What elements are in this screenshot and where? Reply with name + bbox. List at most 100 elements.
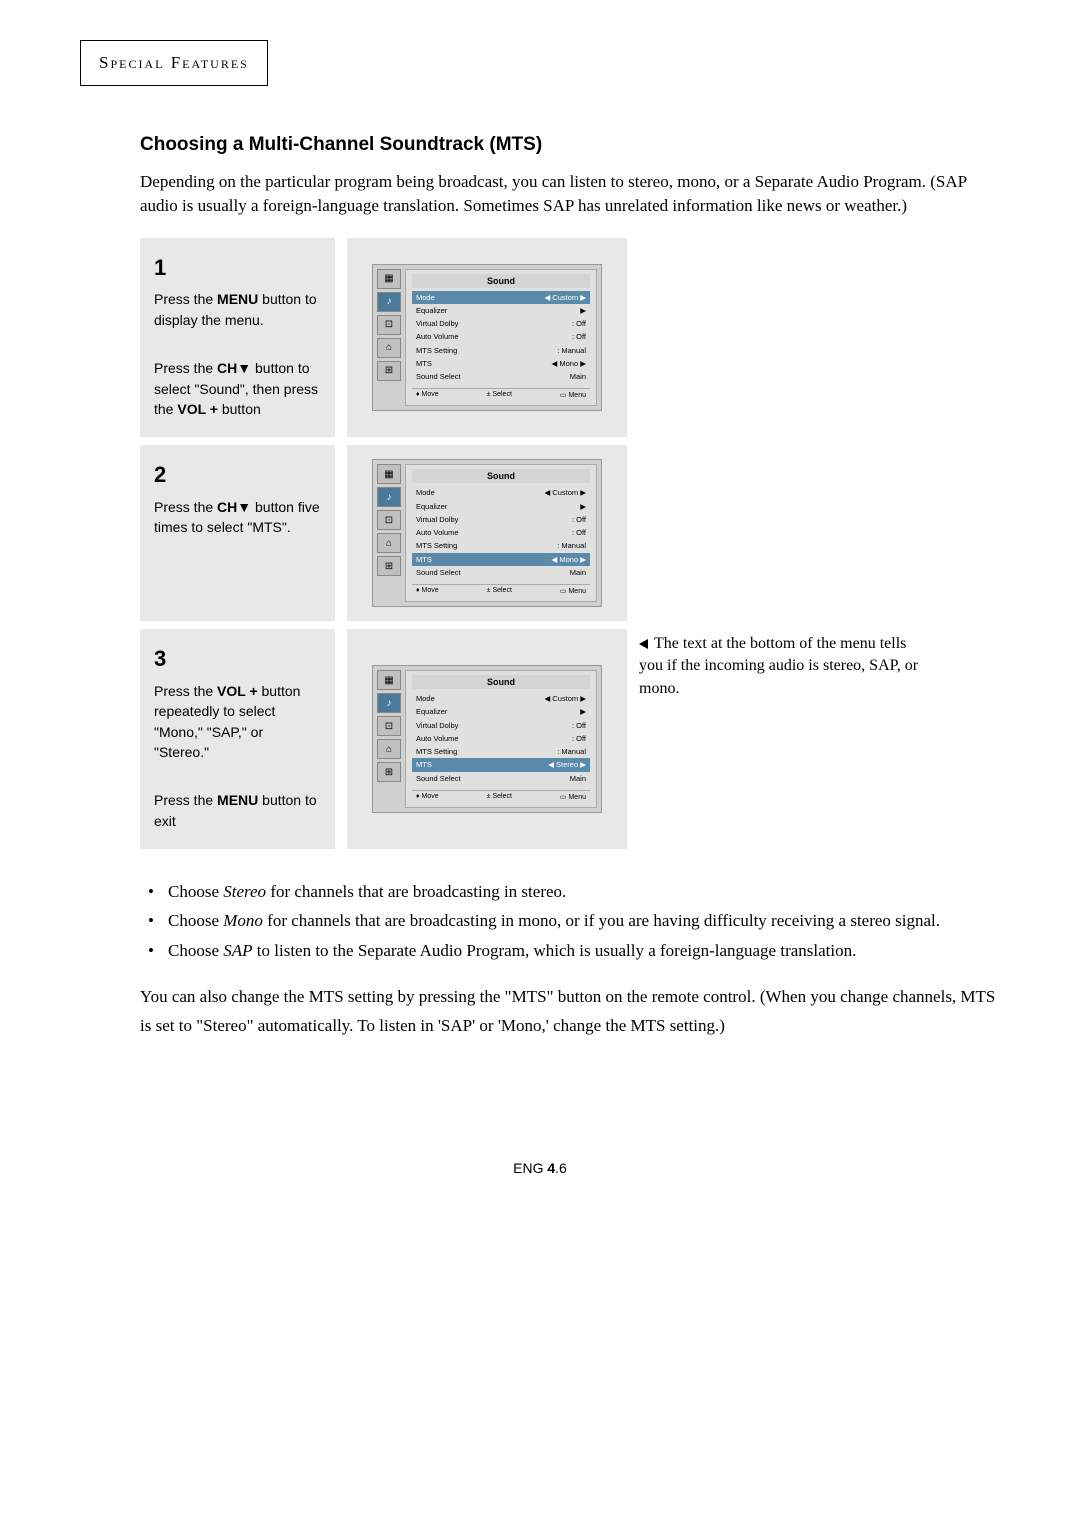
step-line: Press the CH▼ button five times to selec… [154,497,321,538]
osd-item-value: ◀ Mono ▶ [552,358,586,369]
step-screen: ▦ ♪ ⊡ ⌂ ⊞ Sound Mode ◀ Custom ▶ Equalizer ▶ Virtua… [347,629,627,849]
osd-item-value: : Off [572,527,586,538]
step-instruction: 1 Press the MENU button to display the me… [140,238,335,438]
osd-item-label: Mode [416,693,435,704]
osd-footer-item: ▭ Menu [560,391,586,399]
osd-item-label: Mode [416,487,435,498]
osd-item: Mode ◀ Custom ▶ [412,486,590,499]
osd-sidebar-icon: ⊡ [377,510,401,530]
step-line: Press the MENU button to exit [154,790,321,831]
osd-item: Virtual Dolby : Off [412,513,590,526]
osd-sidebar-icon: ⊞ [377,556,401,576]
osd-item-value: : Off [572,733,586,744]
step-row: 2 Press the CH▼ button five times to sele… [140,445,1000,621]
osd-sidebar: ▦♪⊡⌂⊞ [377,269,401,407]
osd-sidebar-icon: ⊡ [377,716,401,736]
page-footer: ENG 4.6 [80,1160,1000,1176]
osd-item-label: MTS [416,759,432,770]
osd-footer-item: ♦ Move [416,793,439,801]
osd-item-label: Equalizer [416,501,447,512]
osd-item-value: ◀ Custom ▶ [544,487,586,498]
step-line [154,766,321,786]
osd-item: Sound SelectMain [412,566,590,579]
osd-item-value: : Off [572,318,586,329]
osd-item-value: : Manual [557,540,586,551]
osd-sidebar-icon: ♪ [377,292,401,312]
osd-item: MTS◀ Mono ▶ [412,553,590,566]
osd-sidebar-icon: ⌂ [377,338,401,358]
osd-item-label: Virtual Dolby [416,318,458,329]
osd-sidebar-icon: ♪ [377,693,401,713]
osd-item-label: Auto Volume [416,527,459,538]
osd-menu: ▦ ♪ ⊡ ⌂ ⊞ Sound Mode ◀ Custom ▶ Equalizer ▶ Virtua… [372,665,602,813]
osd-item-label: Equalizer [416,706,447,717]
step-instruction: 3Press the VOL + button repeatedly to se… [140,629,335,849]
osd-main: Sound Mode ◀ Custom ▶ Equalizer ▶ Virtual Dol… [405,269,597,407]
osd-item-label: MTS Setting [416,746,457,757]
osd-item-label: Virtual Dolby [416,514,458,525]
side-note: The text at the bottom of the menu tells… [639,629,919,849]
osd-item-label: MTS [416,554,432,565]
osd-item: Virtual Dolby : Off [412,719,590,732]
bullet-item: Choose Mono for channels that are broadc… [140,908,1000,934]
osd-sidebar-icon: ⌂ [377,533,401,553]
osd-item-value: : Off [572,514,586,525]
osd-sidebar-icon: ▦ [377,464,401,484]
osd-main: SoundMode◀ Custom ▶Equalizer▶Virtual Dol… [405,464,597,602]
osd-item-value: Main [570,371,586,382]
osd-item: Auto Volume : Off [412,330,590,343]
osd-item-value: ▶ [580,501,586,512]
osd-item-label: MTS [416,358,432,369]
osd-footer-item: ♦ Move [416,391,439,399]
osd-footer-item: ▭ Menu [560,587,586,595]
osd-title: Sound [412,675,590,689]
osd-sidebar-icon: ⊞ [377,762,401,782]
osd-sidebar-icon: ⌂ [377,739,401,759]
osd-footer-item: ▭ Menu [560,793,586,801]
step-instruction: 2 Press the CH▼ button five times to sele… [140,445,335,621]
step-row: 1 Press the MENU button to display the me… [140,238,1000,438]
osd-item: Mode ◀ Custom ▶ [412,692,590,705]
step-number: 2 [154,459,321,491]
osd-item: Auto Volume: Off [412,732,590,745]
side-note-text: The text at the bottom of the menu tells… [639,635,918,697]
step-number: 1 [154,252,321,284]
step-line [154,334,321,354]
osd-sidebar: ▦ ♪ ⊡ ⌂ ⊞ [377,670,401,808]
osd-footer-item: ♦ Move [416,587,439,595]
osd-item-label: Auto Volume [416,331,459,342]
osd-menu: ▦♪⊡⌂⊞SoundMode◀ Custom ▶Equalizer▶Virtua… [372,264,602,412]
osd-item-label: Virtual Dolby [416,720,458,731]
osd-sidebar-icon: ⊡ [377,315,401,335]
osd-item-value: ▶ [580,305,586,316]
osd-item-label: MTS Setting [416,540,457,551]
osd-menu: ▦♪⊡⌂⊞SoundMode◀ Custom ▶Equalizer▶Virtua… [372,459,602,607]
osd-item-value: ▶ [580,706,586,717]
osd-item-label: MTS Setting [416,345,457,356]
osd-item: Equalizer ▶ [412,705,590,718]
osd-item: Auto Volume : Off [412,526,590,539]
osd-item-value: ◀ Custom ▶ [544,693,586,704]
osd-item-label: Sound Select [416,371,461,382]
osd-item: MTS ◀ Mono ▶ [412,357,590,370]
step-line: Press the MENU button to display the men… [154,289,321,330]
osd-item-value: : Off [572,331,586,342]
osd-item-value: : Off [572,720,586,731]
osd-item-value: ◀ Custom ▶ [544,292,586,303]
osd-sidebar-icon: ▦ [377,670,401,690]
osd-item: Sound SelectMain [412,772,590,785]
step-row: 3Press the VOL + button repeatedly to se… [140,629,1000,849]
osd-item-label: Equalizer [416,305,447,316]
osd-item-label: Mode [416,292,435,303]
osd-footer: ♦ Move± Select▭ Menu [412,584,590,597]
osd-sidebar-icon: ♪ [377,487,401,507]
osd-item: Sound Select Main [412,370,590,383]
osd-item: Equalizer ▶ [412,500,590,513]
osd-footer-item: ± Select [487,793,512,801]
osd-item-value: : Manual [557,345,586,356]
section-header-text: Special Features [99,53,249,72]
bullet-item: Choose SAP to listen to the Separate Aud… [140,938,1000,964]
step-line: Press the VOL + button repeatedly to sel… [154,681,321,762]
osd-title: Sound [412,274,590,288]
osd-item-label: Sound Select [416,567,461,578]
